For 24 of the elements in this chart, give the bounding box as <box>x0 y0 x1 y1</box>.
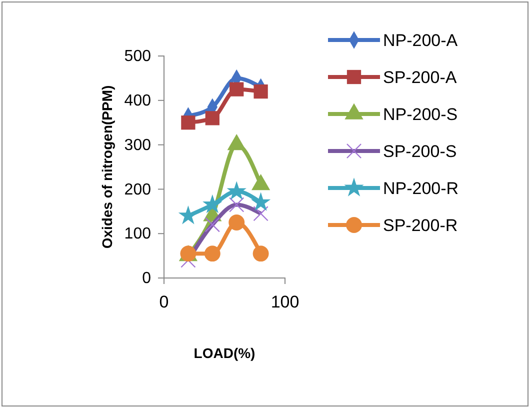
legend-label: SP-200-A <box>383 68 458 87</box>
point <box>228 214 245 230</box>
y-tick-label: 500 <box>124 48 152 66</box>
point <box>254 84 268 99</box>
legend-label: SP-200-S <box>383 142 457 161</box>
point <box>226 181 246 200</box>
point <box>202 194 222 214</box>
y-tick-label: 0 <box>142 270 152 288</box>
legend-label: SP-200-R <box>383 216 458 235</box>
point <box>252 246 269 262</box>
point <box>230 82 244 96</box>
legend-label: NP-200-R <box>383 179 459 198</box>
y-tick-label: 300 <box>124 136 152 154</box>
legend-label: NP-200-S <box>383 105 458 124</box>
y-tick-label: 400 <box>124 92 152 110</box>
legend-label: NP-200-A <box>383 31 458 50</box>
y-tick-label: 100 <box>124 226 152 243</box>
y-tick-label: 200 <box>124 181 152 198</box>
point <box>205 111 220 126</box>
point <box>181 116 196 130</box>
point <box>250 192 271 211</box>
x-axis-title: LOAD(%) <box>194 345 256 361</box>
y-axis-title: Oxides of nitrogen(PPM) <box>99 85 115 249</box>
point <box>204 246 220 262</box>
